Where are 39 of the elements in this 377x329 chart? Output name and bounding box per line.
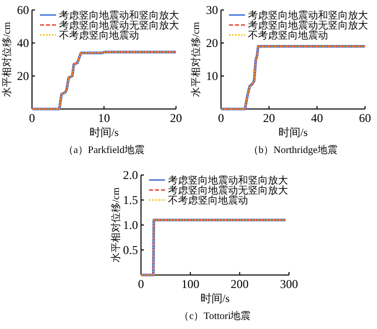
legend-label: 考虑竖向地震动和竖向放大 bbox=[248, 10, 368, 22]
x-tick-label: 10 bbox=[98, 111, 110, 125]
x-axis-title: 时间/s bbox=[200, 292, 230, 305]
legend-label: 不考虑竖向地震动 bbox=[59, 30, 139, 42]
legend-label: 考虑竖向地震动和竖向放大 bbox=[168, 174, 288, 186]
legend-label: 考虑竖向地震动和竖向放大 bbox=[59, 10, 179, 22]
y-tick-label: 1.0 bbox=[123, 218, 138, 232]
legend-label: 考虑竖向地震动无竖向放大 bbox=[248, 20, 368, 32]
x-tick-label: 200 bbox=[230, 277, 249, 291]
y-tick-label: 40 bbox=[17, 36, 29, 50]
x-tick-label: 100 bbox=[181, 277, 200, 291]
x-tick-label: 0 bbox=[138, 277, 144, 291]
x-tick-label: 60 bbox=[359, 111, 371, 125]
text: （b）Northridge地震 bbox=[248, 144, 338, 156]
y-tick-label: 60 bbox=[17, 3, 29, 17]
y-axis-title: 水平相对位移/cm bbox=[190, 22, 202, 97]
y-tick-label: 10 bbox=[206, 69, 218, 83]
legend-label: 不考虑竖向地震动 bbox=[248, 30, 328, 42]
x-tick-label: 40 bbox=[311, 111, 323, 125]
y-tick-label: 2.0 bbox=[123, 168, 138, 182]
x-axis-title: 时间/s bbox=[89, 126, 119, 139]
x-tick-label: 0 bbox=[29, 111, 35, 125]
y-tick-label: 20 bbox=[206, 36, 218, 50]
x-axis-title: 时间/s bbox=[278, 126, 308, 139]
legend-label: 考虑竖向地震动无竖向放大 bbox=[59, 20, 179, 32]
y-tick-label: 20 bbox=[17, 69, 29, 83]
legend-label: 考虑竖向地震动无竖向放大 bbox=[168, 184, 288, 196]
text: （c）Tottori地震 bbox=[179, 310, 251, 322]
y-tick-label: 1.5 bbox=[123, 193, 138, 207]
x-tick-label: 0 bbox=[218, 111, 224, 125]
text: （a）Parkfield地震 bbox=[63, 144, 145, 156]
legend-label: 不考虑竖向地震动 bbox=[168, 194, 248, 206]
y-axis-title: 水平相对位移/cm bbox=[110, 187, 122, 262]
y-axis-title: 水平相对位移/cm bbox=[1, 22, 13, 97]
y-tick-label: 30 bbox=[206, 3, 218, 17]
x-tick-label: 20 bbox=[170, 111, 182, 125]
x-tick-label: 300 bbox=[280, 277, 298, 291]
y-tick-label: 0.5 bbox=[123, 243, 138, 257]
x-tick-label: 20 bbox=[263, 111, 275, 125]
